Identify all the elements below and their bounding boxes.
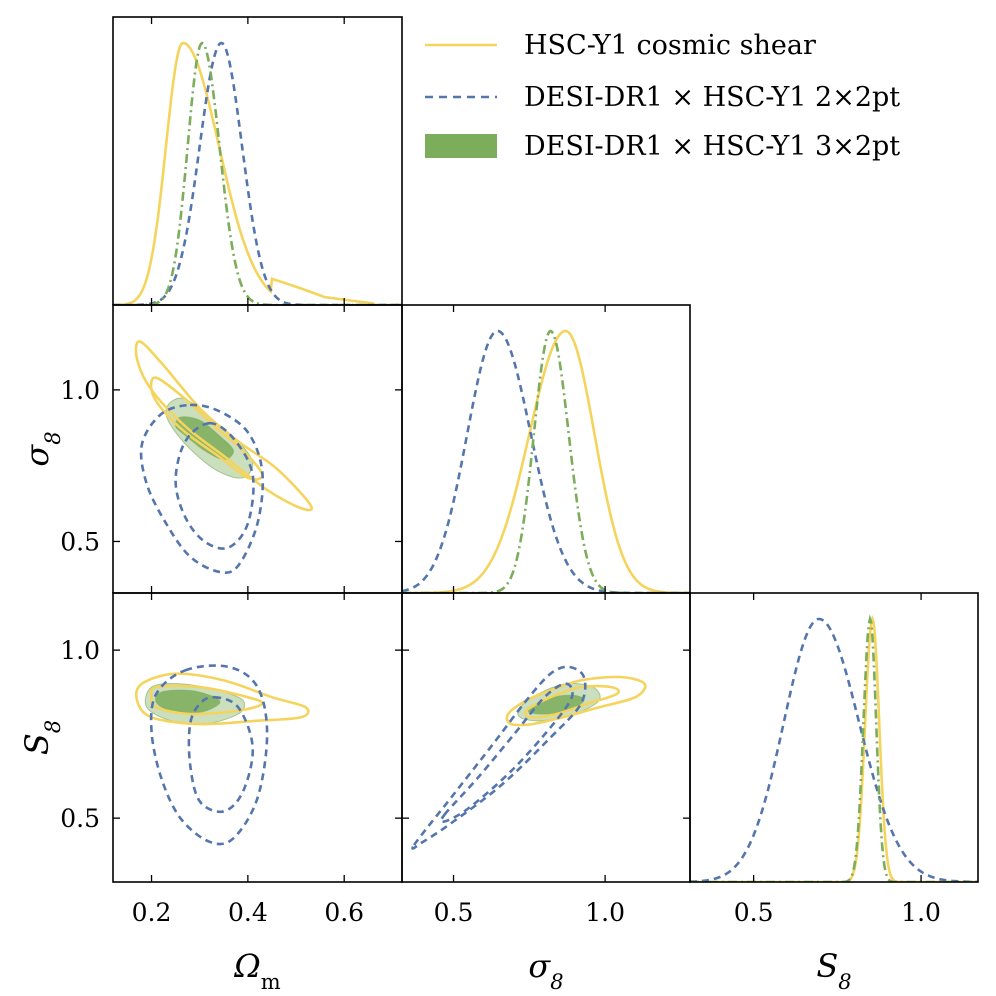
y-axis-label-S8: S8 — [18, 720, 65, 755]
x-tick-label-s8: 1.0 — [585, 898, 625, 927]
marginal-s8-series-2 — [402, 329, 690, 593]
panel-frame-0-2 — [112, 592, 403, 883]
legend-label-0: HSC-Y1 cosmic shear — [524, 30, 816, 61]
legend-label-2: DESI-DR1 × HSC-Y1 3×2pt — [524, 131, 900, 162]
contour-S8_vs_Om-3 — [187, 695, 255, 814]
x-tick-label-s8: 0.5 — [434, 898, 474, 927]
x-axis-label-s8: σ8 — [528, 947, 563, 994]
contour-S8_vs_Om-2 — [149, 664, 269, 846]
contour-S8_vs_s8-3 — [439, 682, 574, 824]
x-tick-label-Om: 0.6 — [324, 898, 364, 927]
legend: HSC-Y1 cosmic shear DESI-DR1 × HSC-Y1 2×2… — [425, 30, 900, 162]
contour-s8_vs_Om-3 — [174, 421, 255, 550]
x-tick-label-S8: 1.0 — [901, 898, 941, 927]
contour-S8_vs_s8-0 — [505, 675, 647, 727]
y-tick-label-S8: 1.0 — [60, 636, 100, 665]
marginal-Om-series-1 — [113, 41, 402, 305]
marginal-Om-series-2 — [113, 41, 402, 305]
marginal-S8-series-0 — [690, 614, 978, 882]
marginal-s8-series-0 — [402, 329, 690, 593]
contour-S8_vs_Om-5 — [155, 689, 221, 714]
panel-frames-layer — [112, 16, 979, 883]
y-tick-label-s8: 0.5 — [60, 527, 100, 556]
x-tick-label-Om: 0.4 — [228, 898, 268, 927]
marginal-S8-series-2 — [690, 614, 978, 882]
panel-frame-0-0 — [112, 16, 403, 306]
panel-frame-2-2 — [689, 592, 979, 883]
contour-s8_vs_Om-0 — [134, 340, 314, 512]
x-axis-label-S8: S8 — [816, 947, 851, 994]
x-axis-label-Om: Ωm — [233, 947, 281, 994]
marginal-S8-series-1 — [690, 617, 978, 882]
contour-S8_vs_s8-1 — [523, 684, 621, 719]
contour-s8_vs_Om-1 — [149, 376, 264, 481]
legend-swatch-3x2pt — [425, 134, 497, 158]
contour-S8_vs_Om-0 — [134, 672, 310, 726]
panel-frame-1-1 — [401, 304, 691, 594]
legend-label-1: DESI-DR1 × HSC-Y1 2×2pt — [524, 82, 900, 113]
y-tick-label-S8: 0.5 — [60, 804, 100, 833]
y-tick-label-s8: 1.0 — [60, 376, 100, 405]
contour-S8_vs_Om-1 — [149, 684, 264, 716]
line-contours-layer — [113, 41, 978, 882]
contour-S8_vs_s8-2 — [411, 665, 587, 850]
labels-layer: 0.2 0.4 0.6 0.5 1.0 0.5 1.0 0.5 1.0 0.5 1.0 Ωm σ8 S8 σ… — [18, 376, 941, 994]
contour-s8_vs_Om-2 — [139, 403, 265, 574]
marginal-Om-series-0 — [113, 41, 402, 305]
x-tick-label-Om: 0.2 — [132, 898, 172, 927]
x-tick-label-S8: 0.5 — [734, 898, 774, 927]
panel-frame-1-2 — [401, 592, 691, 883]
y-axis-label-s8: σ8 — [18, 431, 65, 466]
